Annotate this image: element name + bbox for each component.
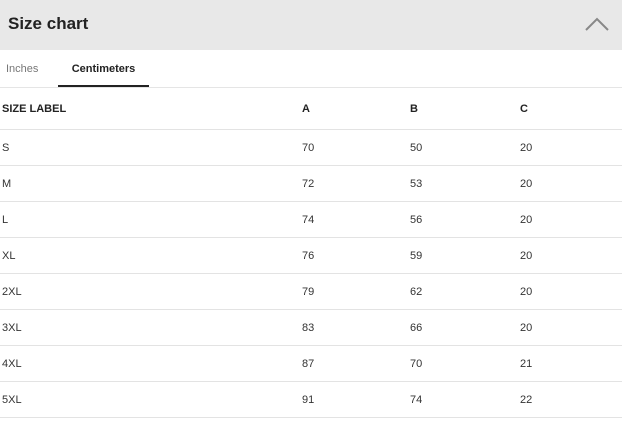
size-label-cell: 2XL — [0, 273, 302, 310]
measurement-cell: 70 — [410, 345, 520, 382]
measurement-cell: 50 — [410, 129, 520, 166]
size-table: SIZE LABEL A B C S 70 50 20 M 72 53 20 L 74 56 20 XL… — [0, 88, 622, 418]
size-label-cell: 4XL — [0, 345, 302, 382]
size-label-cell: L — [0, 201, 302, 238]
measurement-cell: 21 — [520, 345, 622, 382]
measurement-cell: 56 — [410, 201, 520, 238]
measurement-cell: 22 — [520, 381, 622, 418]
size-label-cell: S — [0, 129, 302, 166]
table-row: 2XL 79 62 20 — [0, 273, 622, 310]
measurement-cell: 20 — [520, 129, 622, 166]
measurement-cell: 20 — [520, 201, 622, 238]
table-row: M 72 53 20 — [0, 165, 622, 202]
column-header-size-label: SIZE LABEL — [0, 88, 302, 130]
table-row: S 70 50 20 — [0, 129, 622, 166]
measurement-cell: 70 — [302, 129, 410, 166]
table-row: 3XL 83 66 20 — [0, 309, 622, 346]
chevron-up-icon[interactable] — [584, 14, 610, 34]
measurement-cell: 91 — [302, 381, 410, 418]
unit-tabs: Inches Centimeters — [0, 50, 622, 88]
measurement-cell: 59 — [410, 237, 520, 274]
measurement-cell: 79 — [302, 273, 410, 310]
measurement-cell: 83 — [302, 309, 410, 346]
measurement-cell: 20 — [520, 309, 622, 346]
size-label-cell: 3XL — [0, 309, 302, 346]
table-row: 4XL 87 70 21 — [0, 345, 622, 382]
column-header-a: A — [302, 88, 410, 130]
column-header-c: C — [520, 88, 622, 130]
table-row: L 74 56 20 — [0, 201, 622, 238]
measurement-cell: 20 — [520, 273, 622, 310]
measurement-cell: 62 — [410, 273, 520, 310]
table-row: XL 76 59 20 — [0, 237, 622, 274]
column-header-b: B — [410, 88, 520, 130]
measurement-cell: 20 — [520, 165, 622, 202]
size-chart-header[interactable]: Size chart — [0, 0, 622, 50]
measurement-cell: 74 — [302, 201, 410, 238]
measurement-cell: 53 — [410, 165, 520, 202]
measurement-cell: 87 — [302, 345, 410, 382]
page-title: Size chart — [8, 14, 89, 33]
size-label-cell: XL — [0, 237, 302, 274]
measurement-cell: 74 — [410, 381, 520, 418]
tab-inches[interactable]: Inches — [6, 63, 39, 75]
size-label-cell: M — [0, 165, 302, 202]
tab-centimeters[interactable]: Centimeters — [58, 50, 149, 87]
measurement-cell: 72 — [302, 165, 410, 202]
size-label-cell: 5XL — [0, 381, 302, 418]
table-row: 5XL 91 74 22 — [0, 381, 622, 418]
table-header-row: SIZE LABEL A B C — [0, 88, 622, 130]
measurement-cell: 76 — [302, 237, 410, 274]
measurement-cell: 66 — [410, 309, 520, 346]
measurement-cell: 20 — [520, 237, 622, 274]
